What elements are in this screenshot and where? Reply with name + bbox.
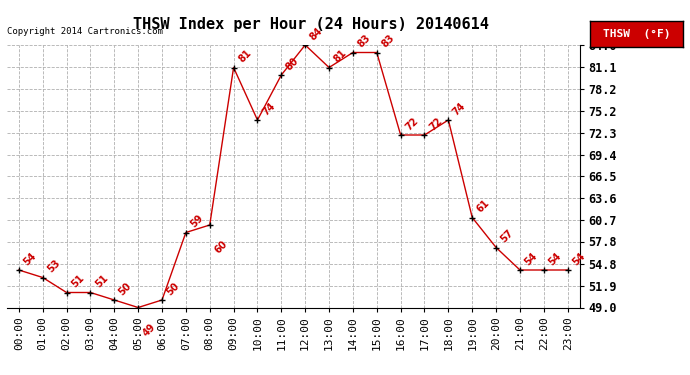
- Text: 50: 50: [165, 280, 181, 297]
- Text: 84: 84: [308, 26, 325, 42]
- Text: 51: 51: [93, 273, 110, 290]
- Text: 72: 72: [427, 116, 444, 132]
- Text: 61: 61: [475, 198, 491, 215]
- Text: 74: 74: [260, 100, 277, 117]
- Text: 57: 57: [499, 228, 515, 245]
- Text: 59: 59: [188, 213, 205, 230]
- Text: 54: 54: [523, 251, 540, 267]
- Text: 81: 81: [332, 48, 348, 65]
- Text: 83: 83: [380, 33, 396, 50]
- Text: 72: 72: [404, 116, 420, 132]
- Text: 54: 54: [546, 251, 563, 267]
- Text: Copyright 2014 Cartronics.com: Copyright 2014 Cartronics.com: [7, 27, 163, 36]
- Text: 60: 60: [213, 239, 229, 255]
- Text: 50: 50: [117, 280, 134, 297]
- Text: 51: 51: [69, 273, 86, 290]
- Text: 80: 80: [284, 56, 301, 72]
- Text: THSW  (°F): THSW (°F): [603, 29, 670, 39]
- Text: 54: 54: [21, 251, 38, 267]
- Text: 54: 54: [571, 251, 587, 267]
- Text: THSW Index per Hour (24 Hours) 20140614: THSW Index per Hour (24 Hours) 20140614: [132, 17, 489, 32]
- Text: 49: 49: [141, 321, 157, 338]
- Text: 83: 83: [355, 33, 373, 50]
- Text: 74: 74: [451, 100, 468, 117]
- Text: 53: 53: [46, 258, 62, 275]
- Text: 81: 81: [237, 48, 253, 65]
